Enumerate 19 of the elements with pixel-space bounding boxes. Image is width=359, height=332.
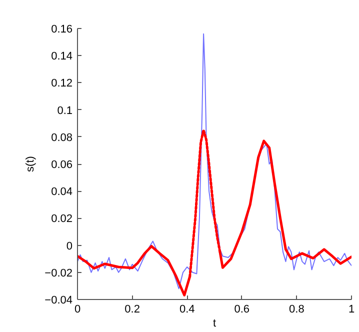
y-axis-title: s(t)	[24, 156, 37, 172]
y-tick-label: 0.08	[51, 132, 73, 144]
y-tick-label: 0.06	[51, 159, 73, 171]
y-tick-label: −0.02	[44, 267, 73, 280]
y-tick-label: 0	[66, 240, 73, 252]
y-tick-label: 0.02	[51, 213, 73, 226]
y-tick-label: 0.14	[51, 50, 73, 63]
x-tick-label: 0.2	[124, 304, 140, 316]
x-tick-label: 0.4	[179, 304, 195, 316]
x-tick-label: 0.8	[289, 304, 304, 316]
y-tick-label: 0.04	[51, 186, 73, 198]
y-tick-label: 0.16	[51, 24, 73, 36]
y-tick-label: 0.12	[51, 78, 73, 90]
x-tick-label: 0	[74, 304, 81, 316]
x-tick-label: 1	[348, 304, 355, 316]
x-tick-label: 0.6	[234, 304, 250, 316]
y-tick-label: −0.04	[44, 294, 73, 306]
y-tick-label: 0.1	[57, 104, 73, 117]
x-axis-title: t	[212, 318, 216, 330]
